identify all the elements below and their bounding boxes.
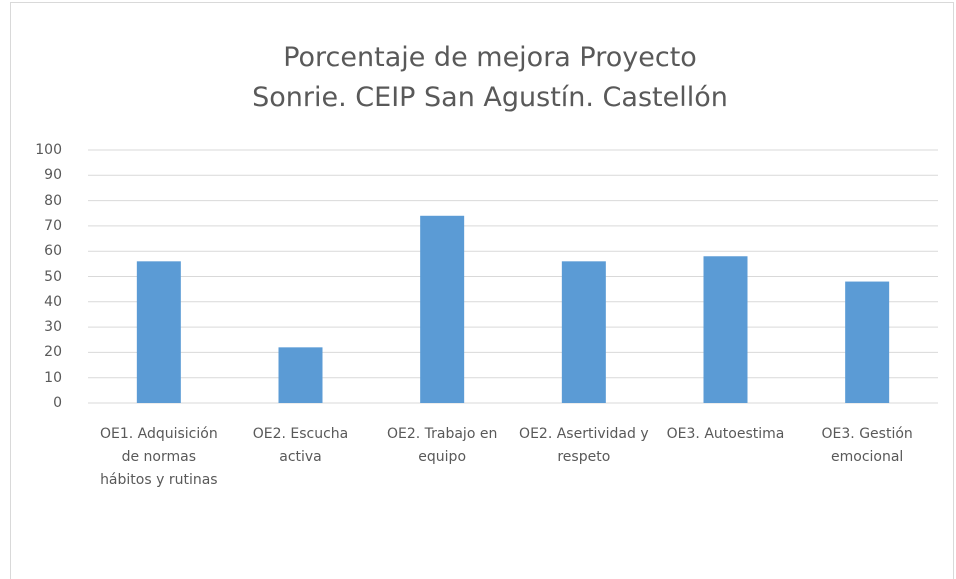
y-tick-label: 20 xyxy=(44,344,62,361)
bar xyxy=(278,347,323,403)
x-tick-label: OE3. Gestión emocional xyxy=(821,426,913,465)
bar xyxy=(136,261,181,403)
y-tick-label: 0 xyxy=(53,395,62,411)
y-tick-label: 70 xyxy=(44,217,62,234)
x-tick-label: OE2. Escucha activa xyxy=(252,426,349,465)
x-tick-label: OE2. Asertividad y respeto xyxy=(519,426,649,465)
y-tick-label: 80 xyxy=(44,192,62,209)
chart-frame xyxy=(10,2,954,579)
bar xyxy=(703,256,748,403)
y-tick-label: 10 xyxy=(44,369,62,386)
x-tick-label: OE3. Autoestima xyxy=(666,426,785,442)
y-tick-label: 90 xyxy=(44,167,62,184)
y-tick-label: 100 xyxy=(35,142,62,158)
y-tick-label: 50 xyxy=(44,268,62,285)
y-tick-label: 40 xyxy=(44,293,62,310)
x-tick-label: OE1. Adquisición de normas hábitos y rut… xyxy=(99,426,218,488)
bar xyxy=(561,261,606,403)
bar xyxy=(420,215,465,403)
x-tick-label: OE2. Trabajo en equipo xyxy=(386,426,498,465)
y-tick-label: 60 xyxy=(44,243,62,260)
chart-title: Porcentaje de mejora Proyecto Sonrie. CE… xyxy=(252,42,728,113)
bar xyxy=(845,281,890,403)
y-tick-label: 30 xyxy=(44,319,62,336)
